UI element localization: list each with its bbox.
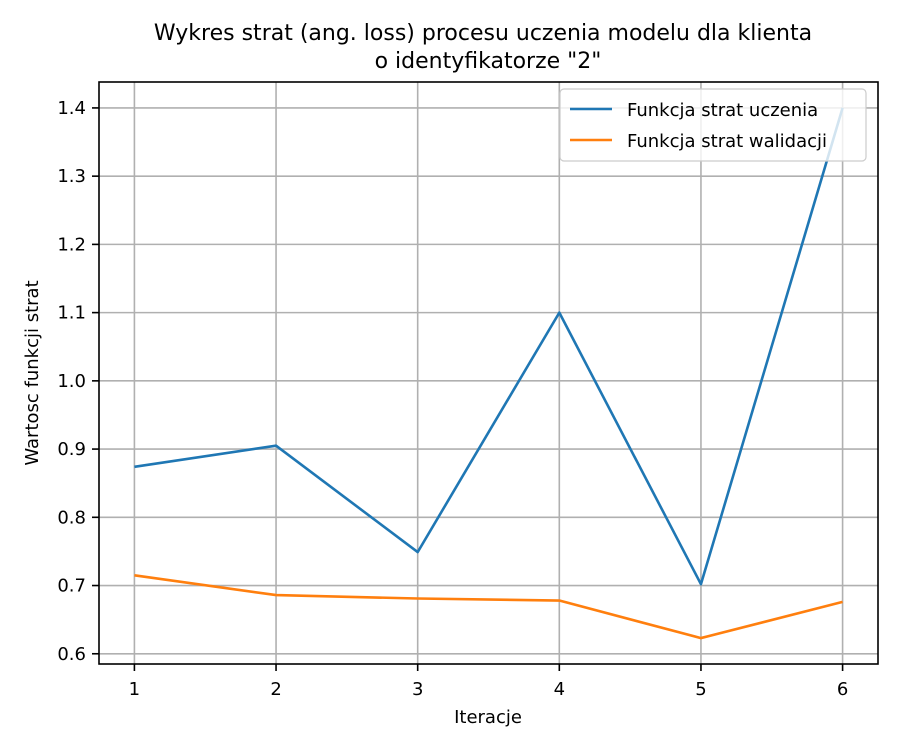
y-tick-label: 0.9 [57,439,86,460]
x-tick-label: 1 [129,679,140,700]
legend: Funkcja strat uczenia Funkcja strat wali… [559,88,867,162]
x-tick-label: 5 [695,679,706,700]
y-tick-label: 1.3 [57,166,86,187]
chart-title-line2: o identyfikatorze "2" [375,49,602,74]
legend-box [559,88,867,162]
x-tick-label: 4 [554,679,565,700]
legend-label-training: Funkcja strat uczenia [627,100,818,121]
y-tick-label: 1.2 [57,234,86,255]
series-lines [134,107,844,640]
x-axis-label: Iteracje [454,707,522,728]
x-tick-label: 6 [837,679,848,700]
y-tick-label: 1.1 [57,303,86,324]
x-tick-label: 3 [412,679,423,700]
y-axis-label: Wartosc funkcji strat [22,280,43,465]
y-tick-label: 1.4 [57,98,86,119]
grid [99,82,878,664]
y-tick-label: 0.8 [57,507,86,528]
series-line-validation [134,574,843,640]
series-line-training [134,107,844,586]
axis-ticks: 1 2 3 4 5 6 0.6 0.7 0.8 0.9 1.0 1.1 1.2 1.3 1.4 [57,98,848,700]
plot-frame [98,81,879,665]
chart-title: Wykres strat (ang. loss) procesu uczenia… [154,21,812,46]
legend-label-validation: Funkcja strat walidacji [627,131,827,152]
y-tick-label: 0.6 [57,644,86,665]
x-tick-label: 2 [270,679,281,700]
y-tick-label: 1.0 [57,371,86,392]
y-tick-label: 0.7 [57,576,86,597]
